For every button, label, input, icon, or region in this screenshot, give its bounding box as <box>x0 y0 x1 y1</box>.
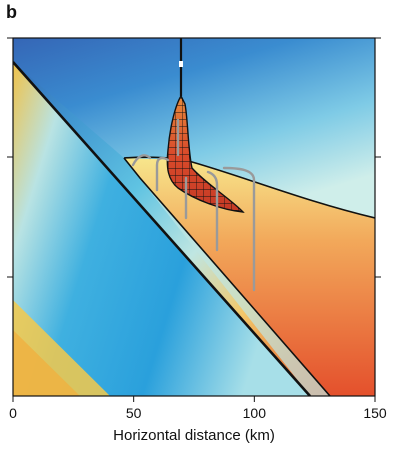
flow-lines <box>131 118 256 292</box>
slab-top-line <box>13 61 311 396</box>
x-tick-label: 0 <box>9 405 17 421</box>
wedge-boundary-line <box>123 157 331 396</box>
melt-region-outline <box>123 156 375 219</box>
x-axis-title: Horizontal distance (km) <box>113 427 275 444</box>
x-axis: 0 50 100 150 <box>9 396 387 421</box>
x-tick-label: 100 <box>243 405 267 421</box>
y-ticks <box>7 37 381 278</box>
overriding-plate-region <box>13 38 375 218</box>
x-tick-label: 50 <box>126 405 142 421</box>
arc-marker <box>179 61 183 67</box>
panel-label: b <box>6 2 17 22</box>
x-tick-label: 150 <box>363 405 387 421</box>
plot-frame <box>12 37 376 397</box>
